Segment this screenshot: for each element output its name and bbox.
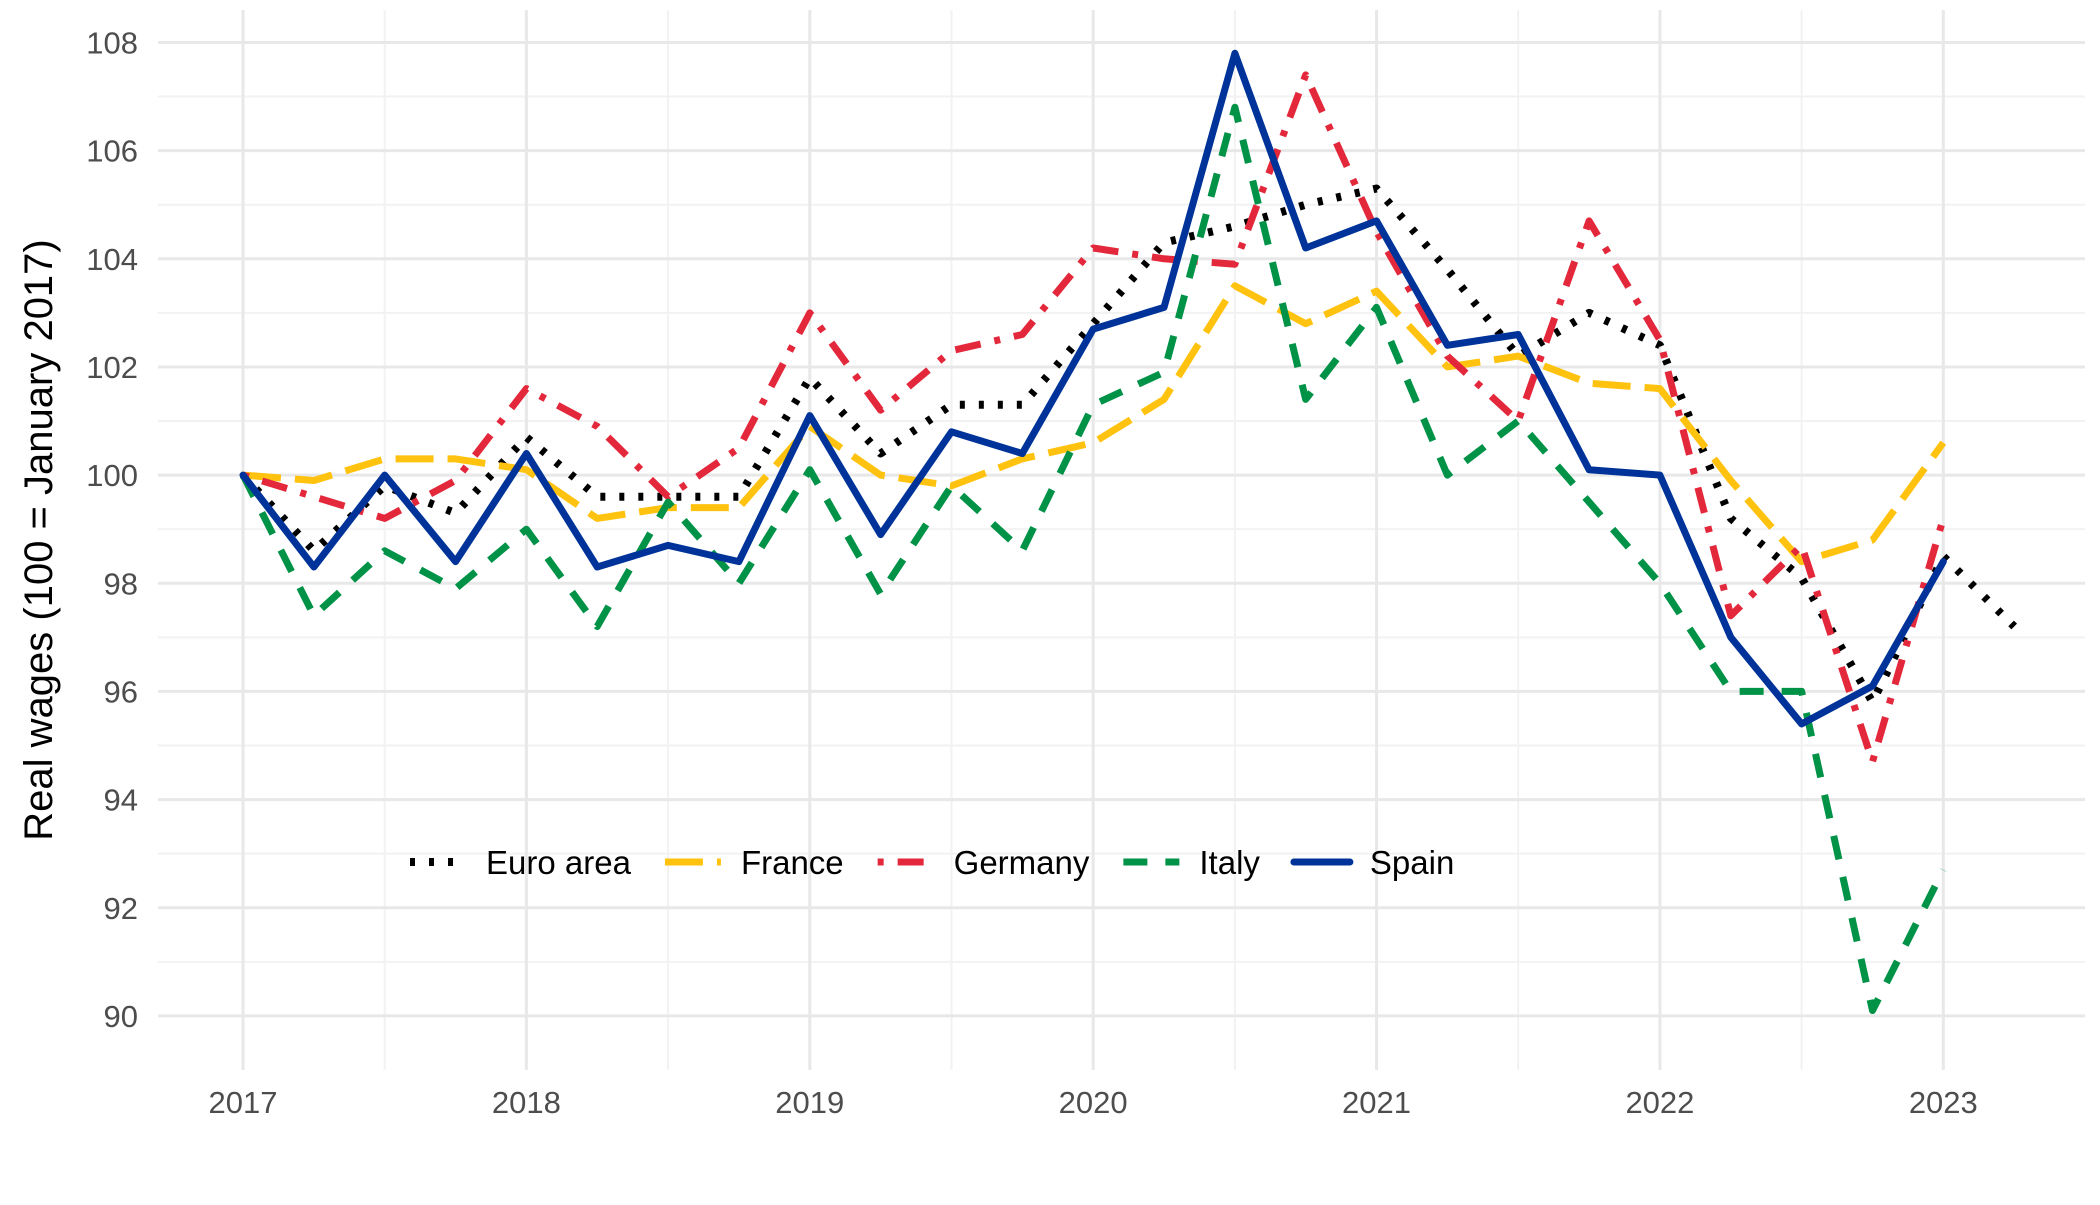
legend-label-france: France (741, 844, 844, 881)
y-tick-label: 108 (86, 25, 138, 60)
series-line-france (242, 282, 1947, 566)
y-tick-label: 104 (86, 242, 138, 277)
y-tick-label: 100 (86, 458, 138, 493)
legend-item-italy: Italy (1123, 844, 1260, 881)
y-axis-tick-labels: 90 92 94 96 98 100 102 104 106 108 (86, 25, 138, 1033)
y-tick-label: 90 (104, 999, 138, 1034)
y-tick-label: 102 (86, 350, 138, 385)
x-tick-label: 2020 (1059, 1085, 1128, 1120)
x-tick-label: 2021 (1342, 1085, 1411, 1120)
x-tick-label: 2019 (775, 1085, 844, 1120)
legend-item-euro-area: Euro area (410, 844, 632, 881)
x-tick-label: 2017 (209, 1085, 278, 1120)
y-tick-label: 92 (104, 891, 138, 926)
y-axis-label: Real wages (100 = January 2017) (17, 239, 61, 840)
series-line-euro-area (240, 184, 2018, 707)
series-line-italy (239, 103, 1947, 1014)
series-line-germany (241, 71, 1947, 766)
y-tick-label: 106 (86, 134, 138, 169)
series-line-spain (239, 49, 1947, 728)
y-tick-label: 96 (104, 674, 138, 709)
legend-item-france: France (664, 844, 844, 881)
x-tick-label: 2022 (1625, 1085, 1694, 1120)
x-tick-label: 2018 (492, 1085, 561, 1120)
legend-label-spain: Spain (1370, 844, 1454, 881)
legend: Euro area France Germany Italy Spain (410, 844, 1454, 881)
legend-label-italy: Italy (1199, 844, 1260, 881)
x-tick-label: 2023 (1909, 1085, 1978, 1120)
y-tick-label: 98 (104, 566, 138, 601)
legend-label-germany: Germany (954, 844, 1090, 881)
legend-item-germany: Germany (877, 844, 1090, 881)
legend-label-euro-area: Euro area (486, 844, 632, 881)
grid-lines (158, 10, 2085, 1070)
y-tick-label: 94 (104, 783, 138, 818)
series-lines (239, 49, 2018, 1014)
x-axis-tick-labels: 2017 2018 2019 2020 2021 2022 2023 (209, 1085, 1978, 1120)
legend-item-spain: Spain (1290, 844, 1454, 881)
